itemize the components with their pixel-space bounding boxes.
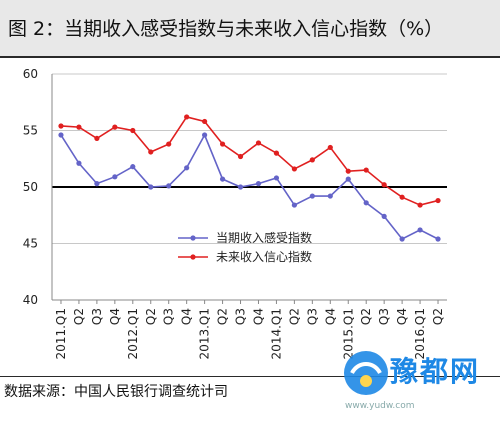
x-tick-label: Q4	[108, 308, 122, 325]
source-note: 数据来源：中国人民银行调查统计司	[4, 384, 228, 400]
data-point	[94, 181, 100, 187]
data-point	[148, 184, 154, 190]
x-tick-label: 2012.Q1	[126, 308, 140, 359]
data-point	[76, 160, 82, 166]
data-point	[345, 168, 351, 174]
data-point	[363, 167, 369, 173]
data-point	[273, 175, 280, 181]
data-point	[184, 114, 190, 120]
watermark-logo	[328, 343, 500, 417]
legend-label: 未来收入信心指数	[216, 249, 312, 264]
data-point	[237, 184, 244, 190]
data-point	[327, 144, 333, 151]
y-tick-label: 45	[23, 237, 38, 251]
series-layer	[58, 114, 441, 242]
data-point	[309, 193, 315, 199]
data-point	[435, 197, 441, 204]
y-tick-label: 60	[23, 67, 38, 81]
data-point	[363, 200, 369, 206]
data-point	[202, 118, 208, 125]
title-divider	[0, 56, 500, 58]
data-point	[273, 150, 280, 156]
watermark-text: 豫都网	[390, 355, 481, 388]
chart-title: 图 2：当期收入感受指数与未来收入信心指数（%）	[8, 18, 444, 40]
data-point	[219, 176, 226, 182]
x-tick-label: Q4	[395, 308, 409, 325]
data-point	[255, 140, 262, 146]
data-point	[237, 153, 244, 160]
x-tick-label: Q2	[144, 308, 158, 325]
data-point	[94, 135, 100, 142]
y-axis: 40 45 50 55 60	[23, 67, 53, 307]
data-point	[76, 124, 82, 130]
series-line-1	[60, 116, 439, 206]
data-point	[148, 149, 154, 155]
data-point	[291, 166, 297, 172]
data-point	[399, 236, 405, 242]
data-point	[166, 141, 172, 147]
x-tick-label: Q2	[287, 308, 301, 325]
data-point	[219, 141, 226, 147]
y-tick-label: 55	[23, 124, 38, 138]
x-tick-label: Q3	[234, 308, 248, 325]
x-tick-label: 2014.Q1	[269, 308, 283, 359]
x-tick-label: Q3	[377, 308, 391, 325]
data-point	[381, 182, 387, 188]
data-point	[202, 132, 208, 138]
data-point	[166, 183, 172, 189]
data-point	[112, 174, 118, 180]
x-tick-label: Q2	[216, 308, 230, 325]
x-tick-label: Q4	[323, 308, 337, 325]
data-point	[58, 123, 64, 129]
legend-label: 当期收入感受指数	[216, 230, 312, 245]
data-point	[417, 202, 423, 208]
x-tick-label: Q3	[305, 308, 319, 325]
y-tick-label: 50	[23, 180, 38, 194]
data-point	[184, 165, 190, 171]
data-point	[255, 181, 262, 187]
x-tick-label: Q3	[90, 308, 104, 325]
data-point	[309, 157, 315, 163]
data-point	[345, 176, 351, 182]
watermark-url: www.yudw.com	[345, 401, 415, 411]
title-bar	[0, 0, 500, 56]
x-tick-label: 2016.Q1	[413, 308, 427, 359]
x-tick-label: 2013.Q1	[198, 308, 212, 359]
data-point	[327, 193, 333, 199]
series-line-0	[60, 133, 439, 240]
data-point	[291, 202, 297, 208]
legend-swatch-marker	[190, 254, 196, 260]
x-tick-label: Q2	[72, 308, 86, 325]
data-point	[381, 213, 387, 219]
data-point	[435, 236, 441, 242]
data-point	[58, 132, 64, 138]
x-tick-label: Q4	[180, 308, 194, 325]
legend-swatch-marker	[190, 235, 196, 241]
x-tick-label: Q2	[359, 308, 373, 325]
x-tick-label: Q2	[431, 308, 445, 325]
x-tick-label: 2011.Q1	[54, 308, 68, 359]
x-tick-label: Q3	[162, 308, 176, 325]
footer-divider	[0, 376, 500, 377]
x-tick-label: Q4	[251, 308, 265, 325]
data-point	[130, 164, 136, 170]
x-tick-label: 2015.Q1	[341, 308, 355, 359]
x-axis: 2011.Q1 Q2 Q3 Q4 2012.Q1 Q2 Q3 Q4 2013.Q1 Q2 Q3 Q4 2…	[52, 299, 447, 359]
y-tick-label: 40	[23, 293, 38, 307]
data-point	[417, 227, 423, 233]
data-point	[130, 127, 136, 134]
data-point	[112, 124, 118, 130]
data-point	[399, 194, 405, 200]
